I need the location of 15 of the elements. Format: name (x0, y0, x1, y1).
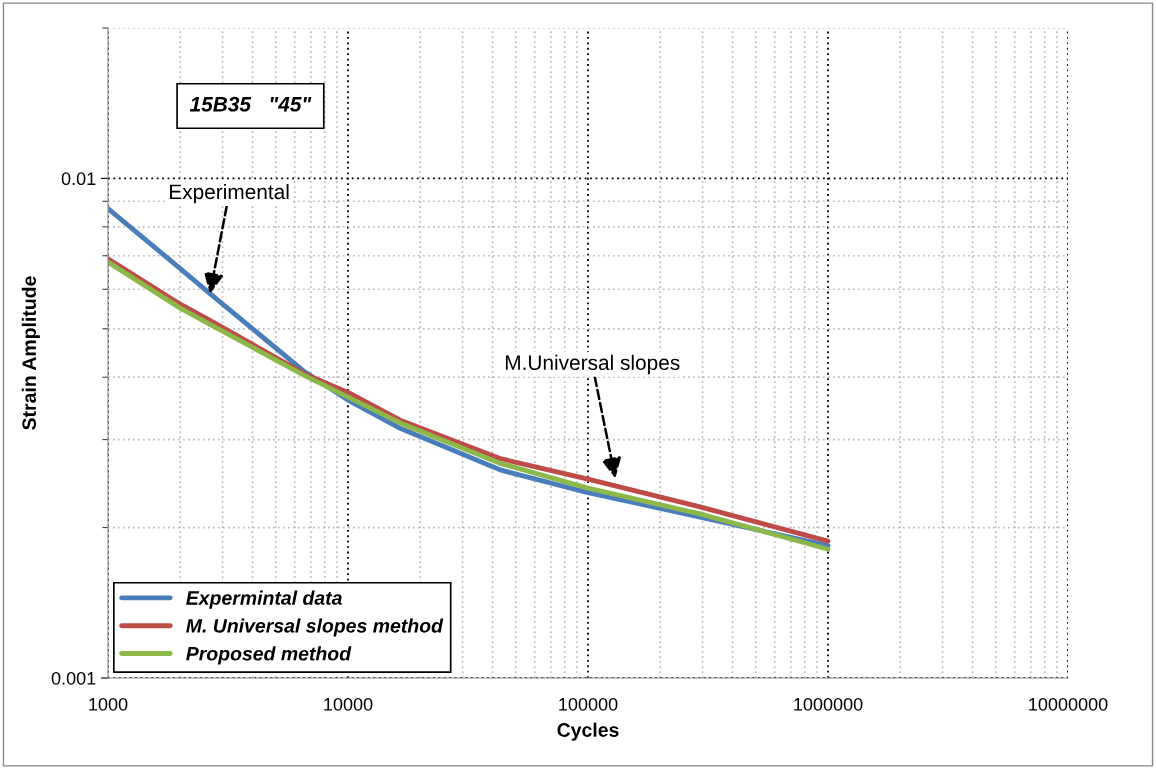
x-tick-label: 10000 (324, 697, 373, 711)
x-tick-label: 100000 (559, 697, 618, 711)
annotation: Experimental (170, 183, 289, 204)
annotation: M.Universal slopes (505, 354, 680, 375)
y-tick-label: 0.01 (61, 172, 96, 186)
y-tick-label: 0.001 (51, 671, 96, 685)
x-tick-label: 10000000 (1029, 697, 1108, 711)
legend-label: Expermintal data (186, 590, 342, 609)
legend-label: Proposed method (186, 646, 352, 665)
x-tick-label: 1000 (89, 697, 128, 711)
legend-label: M. Universal slopes method (186, 618, 444, 637)
x-axis-title: Cycles (557, 722, 619, 741)
annotation: 15B35 "45" (189, 96, 312, 112)
y-axis-title: Strain Amplitude (21, 276, 40, 430)
x-tick-label: 1000000 (794, 697, 863, 711)
